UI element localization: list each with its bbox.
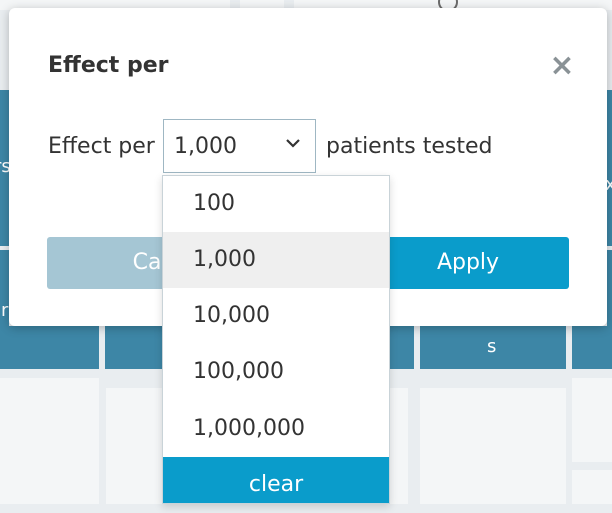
option-10000[interactable]: 10,000 (193, 303, 270, 328)
bg-tile (572, 470, 612, 504)
effect-per-select[interactable]: 1,000 (163, 119, 316, 173)
option-1000[interactable]: 1,000 (163, 232, 389, 288)
patients-tested-label: patients tested (326, 134, 493, 159)
bg-cell (607, 250, 612, 328)
bg-cell (105, 326, 162, 369)
bg-cell (420, 326, 566, 369)
close-icon[interactable]: × (549, 48, 575, 83)
bg-tile (390, 388, 408, 504)
bg-cell (572, 326, 612, 369)
bg-cell-text: ir (0, 300, 9, 321)
bg-cell (0, 250, 9, 328)
bg-tile (420, 388, 566, 504)
effect-per-label: Effect per (48, 134, 155, 159)
bg-cell (390, 326, 414, 369)
option-1000000[interactable]: 1,000,000 (193, 416, 305, 441)
bg-cell (607, 90, 612, 246)
bg-tile (0, 0, 230, 10)
bg-tile (106, 388, 162, 504)
chevron-down-icon (286, 139, 300, 148)
bg-cell (0, 326, 99, 369)
clear-button[interactable]: clear (163, 457, 389, 503)
option-100[interactable]: 100 (193, 191, 235, 216)
bg-tile (240, 0, 284, 10)
option-100000[interactable]: 100,000 (193, 359, 284, 384)
bg-cell-text: s (487, 336, 497, 357)
bg-cell (0, 90, 9, 246)
bg-cell-text: x (605, 174, 612, 195)
apply-button[interactable]: Apply (367, 237, 569, 289)
bg-tile (0, 378, 99, 504)
bg-tile (572, 378, 612, 462)
dialog-title: Effect per (48, 53, 169, 78)
effect-per-options: 100 1,000 10,000 100,000 1,000,000 clear (162, 175, 390, 504)
select-value: 1,000 (174, 134, 237, 159)
bg-cell-text: rs (0, 156, 11, 177)
